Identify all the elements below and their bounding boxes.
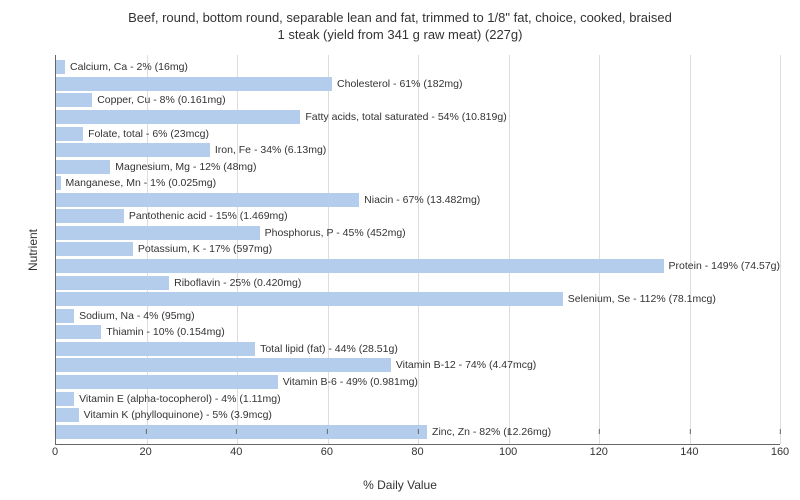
bar-row: Cholesterol - 61% (182mg) [56,77,780,91]
bar-label: Calcium, Ca - 2% (16mg) [70,61,188,73]
bar [56,408,79,422]
bar-row: Iron, Fe - 34% (6.13mg) [56,143,780,157]
bar-label: Zinc, Zn - 82% (12.26mg) [432,426,551,438]
bar-row: Selenium, Se - 112% (78.1mcg) [56,292,780,306]
bar [56,77,332,91]
bar [56,143,210,157]
bar-row: Manganese, Mn - 1% (0.025mg) [56,176,780,190]
bar [56,342,255,356]
x-tick-label: 140 [680,446,698,458]
bar [56,209,124,223]
bar-label: Riboflavin - 25% (0.420mg) [174,277,301,289]
x-tick-label: 40 [230,446,242,458]
bar-row: Sodium, Na - 4% (95mg) [56,309,780,323]
bar-row: Phosphorus, P - 45% (452mg) [56,226,780,240]
title-line-1: Beef, round, bottom round, separable lea… [128,10,672,25]
bar [56,193,359,207]
bar-row: Vitamin B-12 - 74% (4.47mcg) [56,358,780,372]
bar [56,375,278,389]
bar [56,176,61,190]
x-tick-label: 100 [499,446,517,458]
bar-row: Total lipid (fat) - 44% (28.51g) [56,342,780,356]
bar [56,276,169,290]
bar-label: Magnesium, Mg - 12% (48mg) [115,161,256,173]
bar-label: Thiamin - 10% (0.154mg) [106,326,224,338]
bar-label: Protein - 149% (74.57g) [669,260,780,272]
bar-row: Potassium, K - 17% (597mg) [56,242,780,256]
x-ticks: 020406080100120140160 [55,446,780,462]
bar-label: Vitamin E (alpha-tocopherol) - 4% (1.11m… [79,393,281,405]
x-tick-label: 120 [590,446,608,458]
bar-row: Folate, total - 6% (23mcg) [56,127,780,141]
bar-label: Potassium, K - 17% (597mg) [138,243,272,255]
bar-row: Niacin - 67% (13.482mg) [56,193,780,207]
bar-label: Vitamin K (phylloquinone) - 5% (3.9mcg) [84,409,272,421]
bar-label: Total lipid (fat) - 44% (28.51g) [260,343,398,355]
nutrition-chart: Beef, round, bottom round, separable lea… [0,0,800,500]
bar [56,292,563,306]
title-line-2: 1 steak (yield from 341 g raw meat) (227… [278,27,523,42]
bar-label: Iron, Fe - 34% (6.13mg) [215,144,326,156]
x-axis-label: % Daily Value [0,478,800,492]
x-tick-label: 80 [411,446,423,458]
bar-label: Sodium, Na - 4% (95mg) [79,310,195,322]
bar-label: Fatty acids, total saturated - 54% (10.8… [305,111,506,123]
bar-label: Phosphorus, P - 45% (452mg) [265,227,406,239]
bar [56,325,101,339]
x-tick-label: 20 [140,446,152,458]
bar [56,93,92,107]
bar-row: Thiamin - 10% (0.154mg) [56,325,780,339]
bar-label: Folate, total - 6% (23mcg) [88,128,209,140]
bar [56,60,65,74]
chart-title: Beef, round, bottom round, separable lea… [0,0,800,44]
bar [56,226,260,240]
x-tick-label: 160 [771,446,789,458]
x-tick-label: 0 [52,446,58,458]
bar [56,242,133,256]
bar-row: Vitamin B-6 - 49% (0.981mg) [56,375,780,389]
bar-row: Magnesium, Mg - 12% (48mg) [56,160,780,174]
bar-row: Riboflavin - 25% (0.420mg) [56,276,780,290]
bar-row: Copper, Cu - 8% (0.161mg) [56,93,780,107]
bar-label: Cholesterol - 61% (182mg) [337,78,462,90]
bar-label: Niacin - 67% (13.482mg) [364,194,480,206]
bar [56,259,664,273]
bar [56,392,74,406]
bar-row: Vitamin E (alpha-tocopherol) - 4% (1.11m… [56,392,780,406]
bar-label: Pantothenic acid - 15% (1.469mg) [129,210,288,222]
bar [56,127,83,141]
bar [56,358,391,372]
bar-label: Copper, Cu - 8% (0.161mg) [97,94,225,106]
bar [56,160,110,174]
bar [56,309,74,323]
bar-label: Manganese, Mn - 1% (0.025mg) [66,177,217,189]
bar-row: Calcium, Ca - 2% (16mg) [56,60,780,74]
bar-row: Protein - 149% (74.57g) [56,259,780,273]
bar [56,425,427,439]
y-axis-label: Nutrient [26,229,40,271]
bar [56,110,300,124]
bars-container: Calcium, Ca - 2% (16mg) Cholesterol - 61%… [56,59,780,440]
bar-label: Selenium, Se - 112% (78.1mcg) [568,293,716,305]
bar-row: Pantothenic acid - 15% (1.469mg) [56,209,780,223]
gridline [780,55,781,444]
bar-row: Fatty acids, total saturated - 54% (10.8… [56,110,780,124]
bar-label: Vitamin B-12 - 74% (4.47mcg) [396,359,536,371]
x-tick-label: 60 [321,446,333,458]
plot-area: Calcium, Ca - 2% (16mg) Cholesterol - 61%… [55,55,780,445]
bar-label: Vitamin B-6 - 49% (0.981mg) [283,376,418,388]
bar-row: Vitamin K (phylloquinone) - 5% (3.9mcg) [56,408,780,422]
